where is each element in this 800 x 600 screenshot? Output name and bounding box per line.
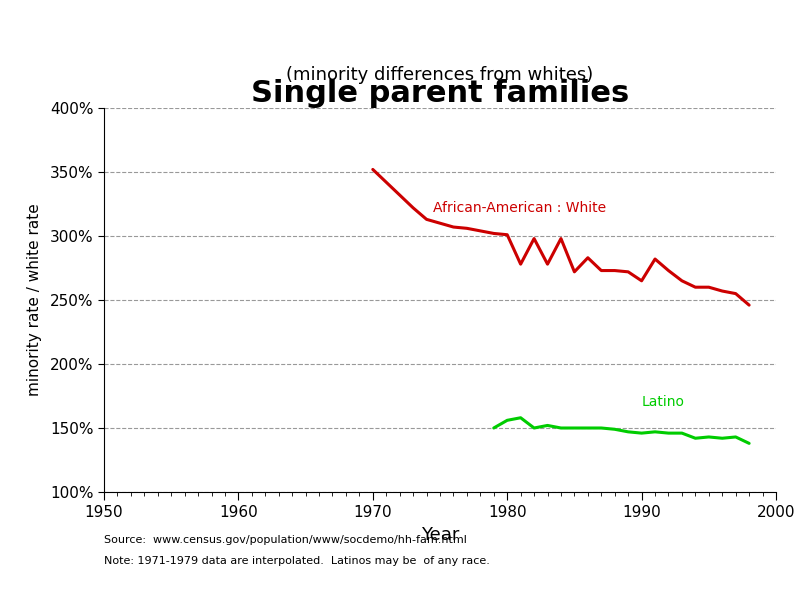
Text: African-American : White: African-American : White [434,201,606,215]
Text: Latino: Latino [642,395,685,409]
Text: Source:  www.census.gov/population/www/socdemo/hh-fam.html: Source: www.census.gov/population/www/so… [104,535,467,545]
Text: (minority differences from whites): (minority differences from whites) [286,66,594,84]
Title: Single parent families: Single parent families [251,79,629,108]
Text: Note: 1971-1979 data are interpolated.  Latinos may be  of any race.: Note: 1971-1979 data are interpolated. L… [104,556,490,566]
Y-axis label: minority rate / white rate: minority rate / white rate [26,203,42,397]
X-axis label: Year: Year [421,526,459,544]
